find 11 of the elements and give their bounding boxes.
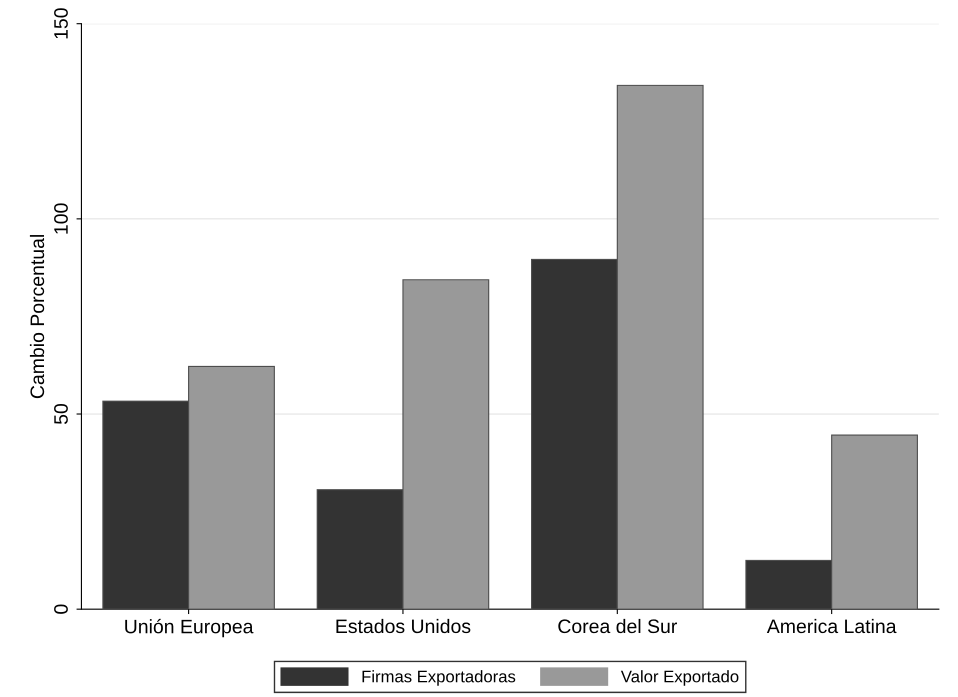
x-tick-label: Corea del Sur [558,618,677,634]
y-tick-label: 0 [54,604,68,614]
legend-label: Firmas Exportadoras [362,670,516,686]
x-tick-label: Estados Unidos [336,618,470,634]
x-tick-label: Unión Europea [125,618,254,638]
y-axis-title: Cambio Porcentual [30,235,44,398]
x-tick-label: America Latina [766,618,897,634]
y-tick-label: 150 [54,8,68,38]
y-tick-label: 100 [54,203,68,234]
y-tick-label: 50 [54,404,68,424]
legend-label: Valor Exportado [620,670,738,686]
